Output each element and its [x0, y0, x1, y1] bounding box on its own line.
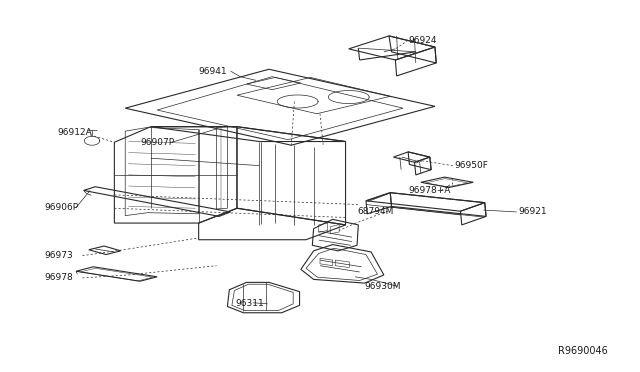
Text: 68794M: 68794M [357, 207, 394, 216]
Text: 96907P: 96907P [140, 138, 174, 147]
Text: 96906P: 96906P [44, 203, 78, 212]
Text: 96921: 96921 [518, 208, 547, 217]
Text: R9690046: R9690046 [557, 346, 607, 356]
Text: 96950F: 96950F [454, 161, 488, 170]
Text: 96973: 96973 [44, 251, 73, 260]
Text: 96941: 96941 [198, 67, 227, 76]
Text: 96924: 96924 [408, 36, 436, 45]
Text: 96912A: 96912A [57, 128, 92, 137]
Text: 96930M: 96930M [365, 282, 401, 291]
Text: 96978: 96978 [44, 273, 73, 282]
Text: 96978+A: 96978+A [408, 186, 451, 195]
Text: 96311: 96311 [236, 299, 264, 308]
